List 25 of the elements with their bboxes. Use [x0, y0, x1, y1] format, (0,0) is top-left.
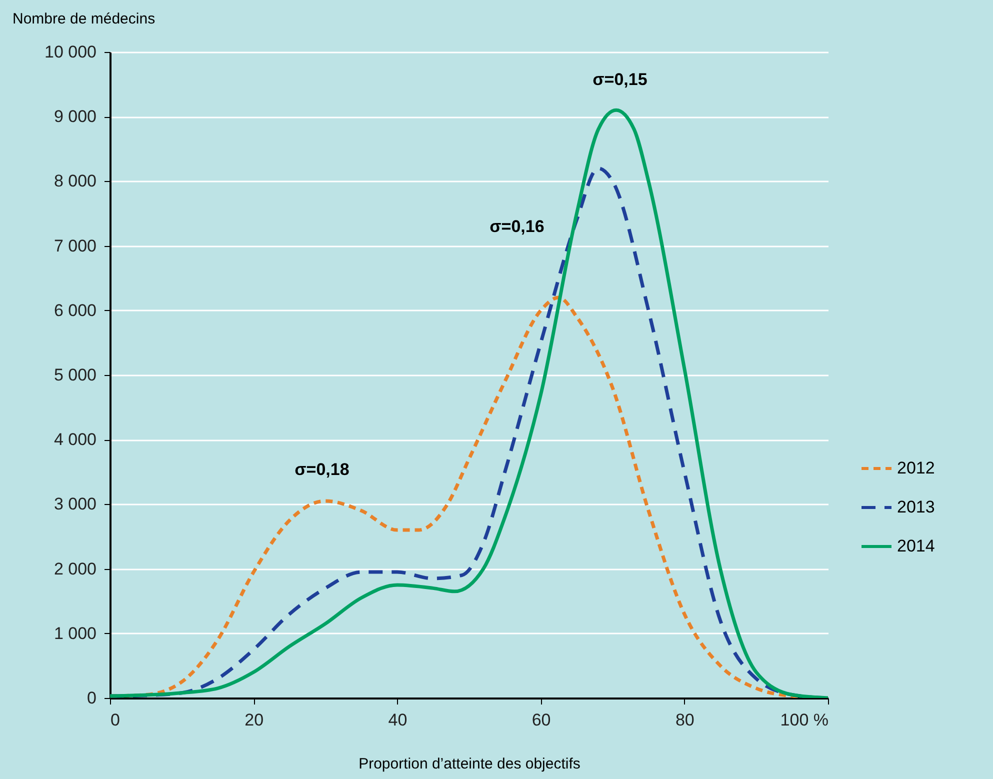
x-tick-label: 60: [532, 710, 551, 730]
y-axis-title: Nombre de médecins: [12, 10, 156, 28]
y-tick-label: 3 000: [54, 494, 96, 514]
y-tick-label: 5 000: [54, 366, 96, 384]
y-tick-label: 6 000: [54, 300, 96, 320]
legend-label: 2012: [897, 458, 935, 478]
y-tick-label: 8 000: [54, 172, 96, 191]
x-tick-label: 100 %: [780, 710, 828, 730]
x-tick-label: 0: [110, 710, 120, 730]
y-tick-label: 2 000: [54, 559, 96, 578]
annotation: σ=0,15: [592, 70, 648, 89]
y-tick-label: 4 000: [54, 430, 96, 450]
x-tick-label: 40: [388, 710, 408, 730]
annotation: σ=0,16: [490, 217, 544, 236]
legend-label: 2014: [897, 536, 935, 556]
y-tick-label: 7 000: [54, 236, 96, 256]
x-axis-title: Proportion d’atteinte des objectifs: [358, 756, 580, 772]
legend-label: 2013: [897, 498, 935, 516]
y-tick-label: 10 000: [44, 42, 96, 62]
y-tick-label: 0: [87, 688, 96, 708]
y-tick-label: 9 000: [54, 107, 96, 126]
annotation: σ=0,18: [294, 460, 350, 479]
x-tick-label: 20: [244, 710, 264, 730]
x-tick-label: 80: [675, 710, 694, 730]
y-tick-label: 1 000: [54, 624, 96, 643]
